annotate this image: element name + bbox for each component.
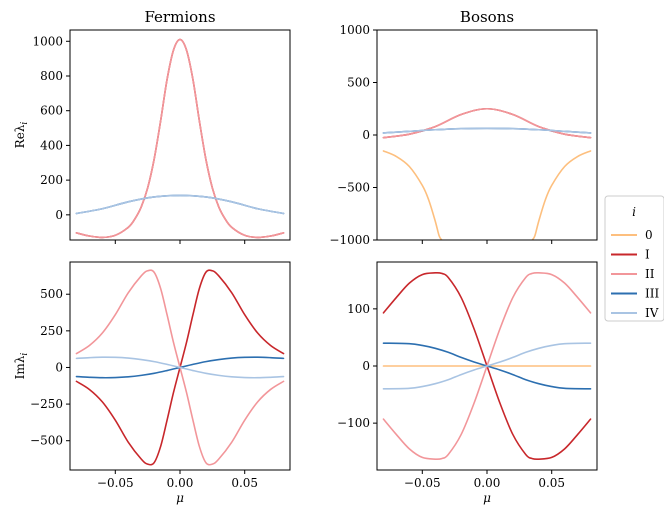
legend-entry-0: 0	[611, 228, 653, 242]
legend-entry-II: II	[611, 267, 655, 281]
series-0-part1	[531, 150, 592, 240]
panel-fermions-re: 0 200 400 600 800 1000 Fermions Reλi	[13, 8, 291, 244]
series-IV	[75, 356, 285, 379]
legend-label: III	[645, 287, 659, 301]
y-tick-label: −250	[30, 397, 63, 411]
y-tick-label: −500	[337, 181, 370, 195]
y-axis-label: Imλi	[13, 353, 30, 380]
x-tick-label: 0.05	[231, 476, 258, 490]
legend-entry-IV: IV	[611, 306, 659, 320]
y-tick-label: 0	[55, 360, 63, 374]
panel-fermions-im: −0.05 0.00 0.05 −500 −250 0 250 500 Imλi μ	[13, 261, 291, 505]
legend-title: i	[632, 205, 636, 219]
y-tick-label: 1000	[32, 34, 63, 48]
y-tick-label: 200	[40, 173, 63, 187]
y-tick-label: −500	[30, 434, 63, 448]
x-tick-label: −0.05	[404, 476, 441, 490]
x-tick-label: 0.05	[538, 476, 565, 490]
y-axis-label: Reλi	[13, 122, 30, 149]
panels: 02004006008001000FermionsReλi−1000−50005…	[13, 8, 598, 505]
curves	[75, 38, 285, 239]
y-tick-label: 100	[347, 302, 370, 316]
panel-title: Bosons	[460, 8, 514, 26]
x-tick-label: −0.05	[97, 476, 134, 490]
y-tick-label: 800	[40, 69, 63, 83]
legend-label: I	[645, 248, 650, 262]
x-axis-label: μ	[176, 491, 184, 505]
curves	[75, 269, 285, 466]
x-axis-label: μ	[483, 491, 491, 505]
panel-title: Fermions	[144, 8, 215, 26]
axes-frame	[376, 29, 598, 241]
legend-label: IV	[645, 306, 659, 320]
series-IV	[382, 342, 592, 390]
y-tick-label: 500	[40, 287, 63, 301]
y-tick-label: 600	[40, 104, 63, 118]
y-tick-label: −100	[337, 416, 370, 430]
series-II	[75, 38, 285, 239]
y-tick-label: 250	[40, 324, 63, 338]
y-tick-label: 0	[362, 128, 370, 142]
curves	[382, 271, 592, 461]
x-tick-label: 0.00	[474, 476, 501, 490]
series-II	[382, 107, 592, 139]
series-0-part0	[382, 150, 443, 240]
y-tick-label: 1000	[339, 23, 370, 37]
legend-entry-III: III	[611, 287, 659, 301]
y-tick-label: 400	[40, 138, 63, 152]
y-tick-label: 0	[55, 208, 63, 222]
y-tick-label: 0	[362, 359, 370, 373]
legend-frame	[604, 195, 664, 322]
y-tick-label: −1000	[329, 233, 370, 247]
y-tick-label: 500	[347, 76, 370, 90]
series-IV	[75, 194, 285, 215]
panel-bosons-im: −0.05 0.00 0.05 −100 0 100 μ	[337, 261, 598, 505]
legend-label: 0	[645, 228, 653, 242]
panel-bosons-re: −1000 −500 0 500 1000 Bosons	[329, 8, 598, 247]
series-III	[75, 194, 285, 215]
series-IV	[382, 127, 592, 134]
legend-label: II	[645, 267, 655, 281]
curves	[382, 107, 592, 240]
legend-entry-I: I	[611, 248, 650, 262]
x-tick-label: 0.00	[167, 476, 194, 490]
